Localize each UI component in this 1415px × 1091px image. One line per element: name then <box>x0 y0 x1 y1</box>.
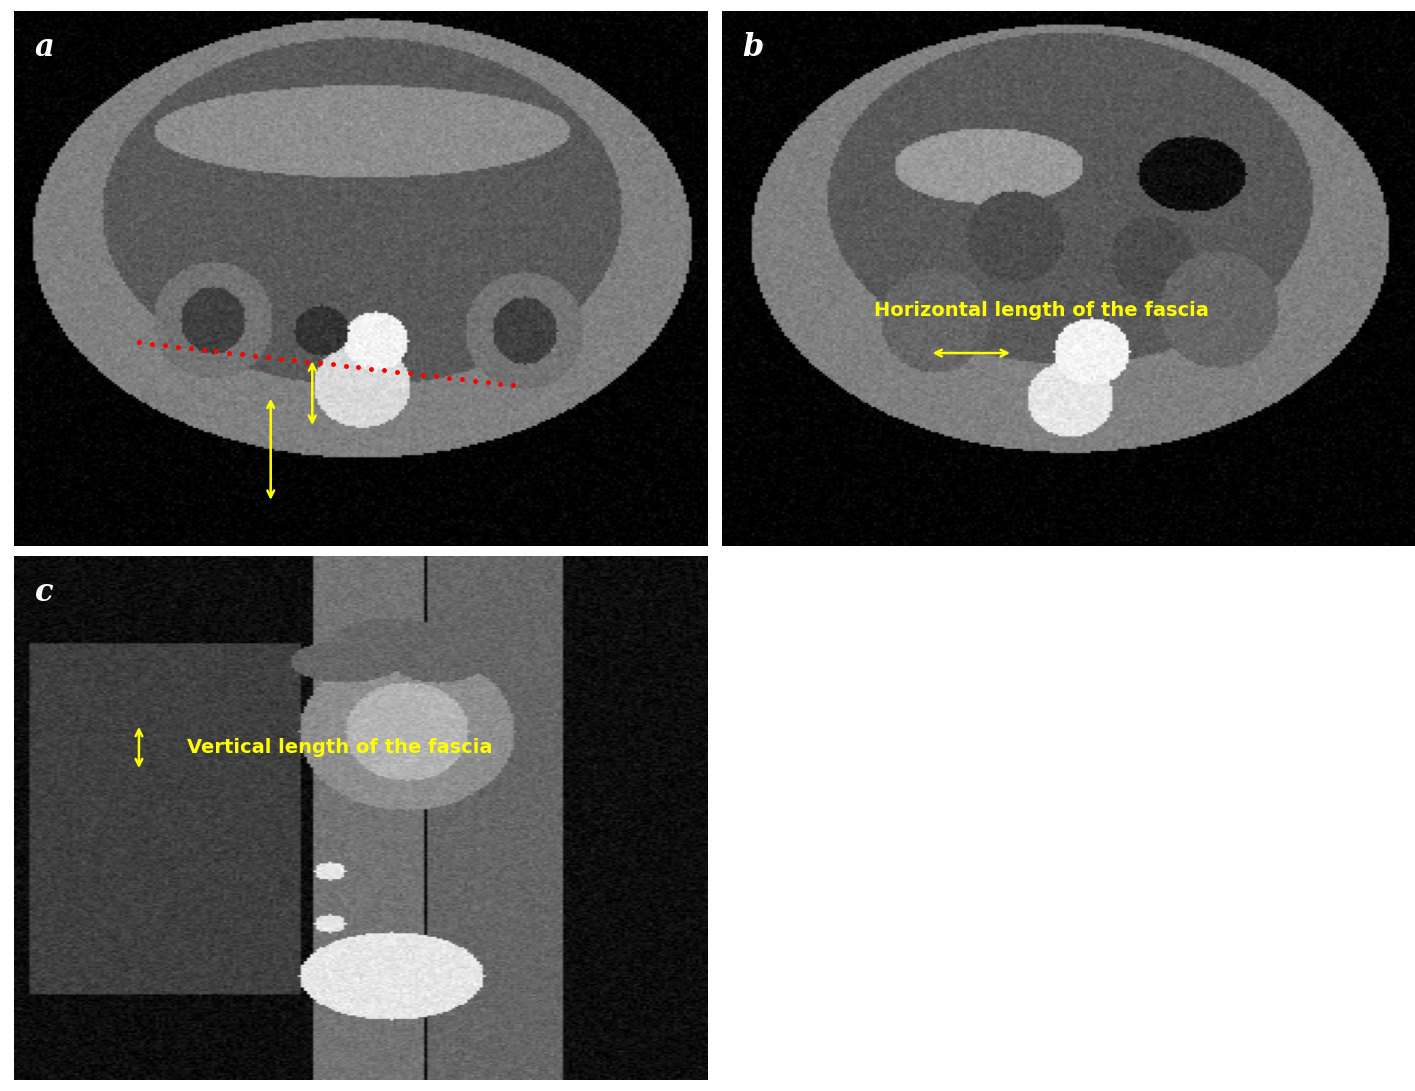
Text: c: c <box>35 577 54 609</box>
Text: Horizontal length of the fascia: Horizontal length of the fascia <box>874 301 1208 320</box>
Text: Vertical length of the fascia: Vertical length of the fascia <box>187 738 492 757</box>
Text: a: a <box>35 33 55 63</box>
Text: b: b <box>743 33 764 63</box>
